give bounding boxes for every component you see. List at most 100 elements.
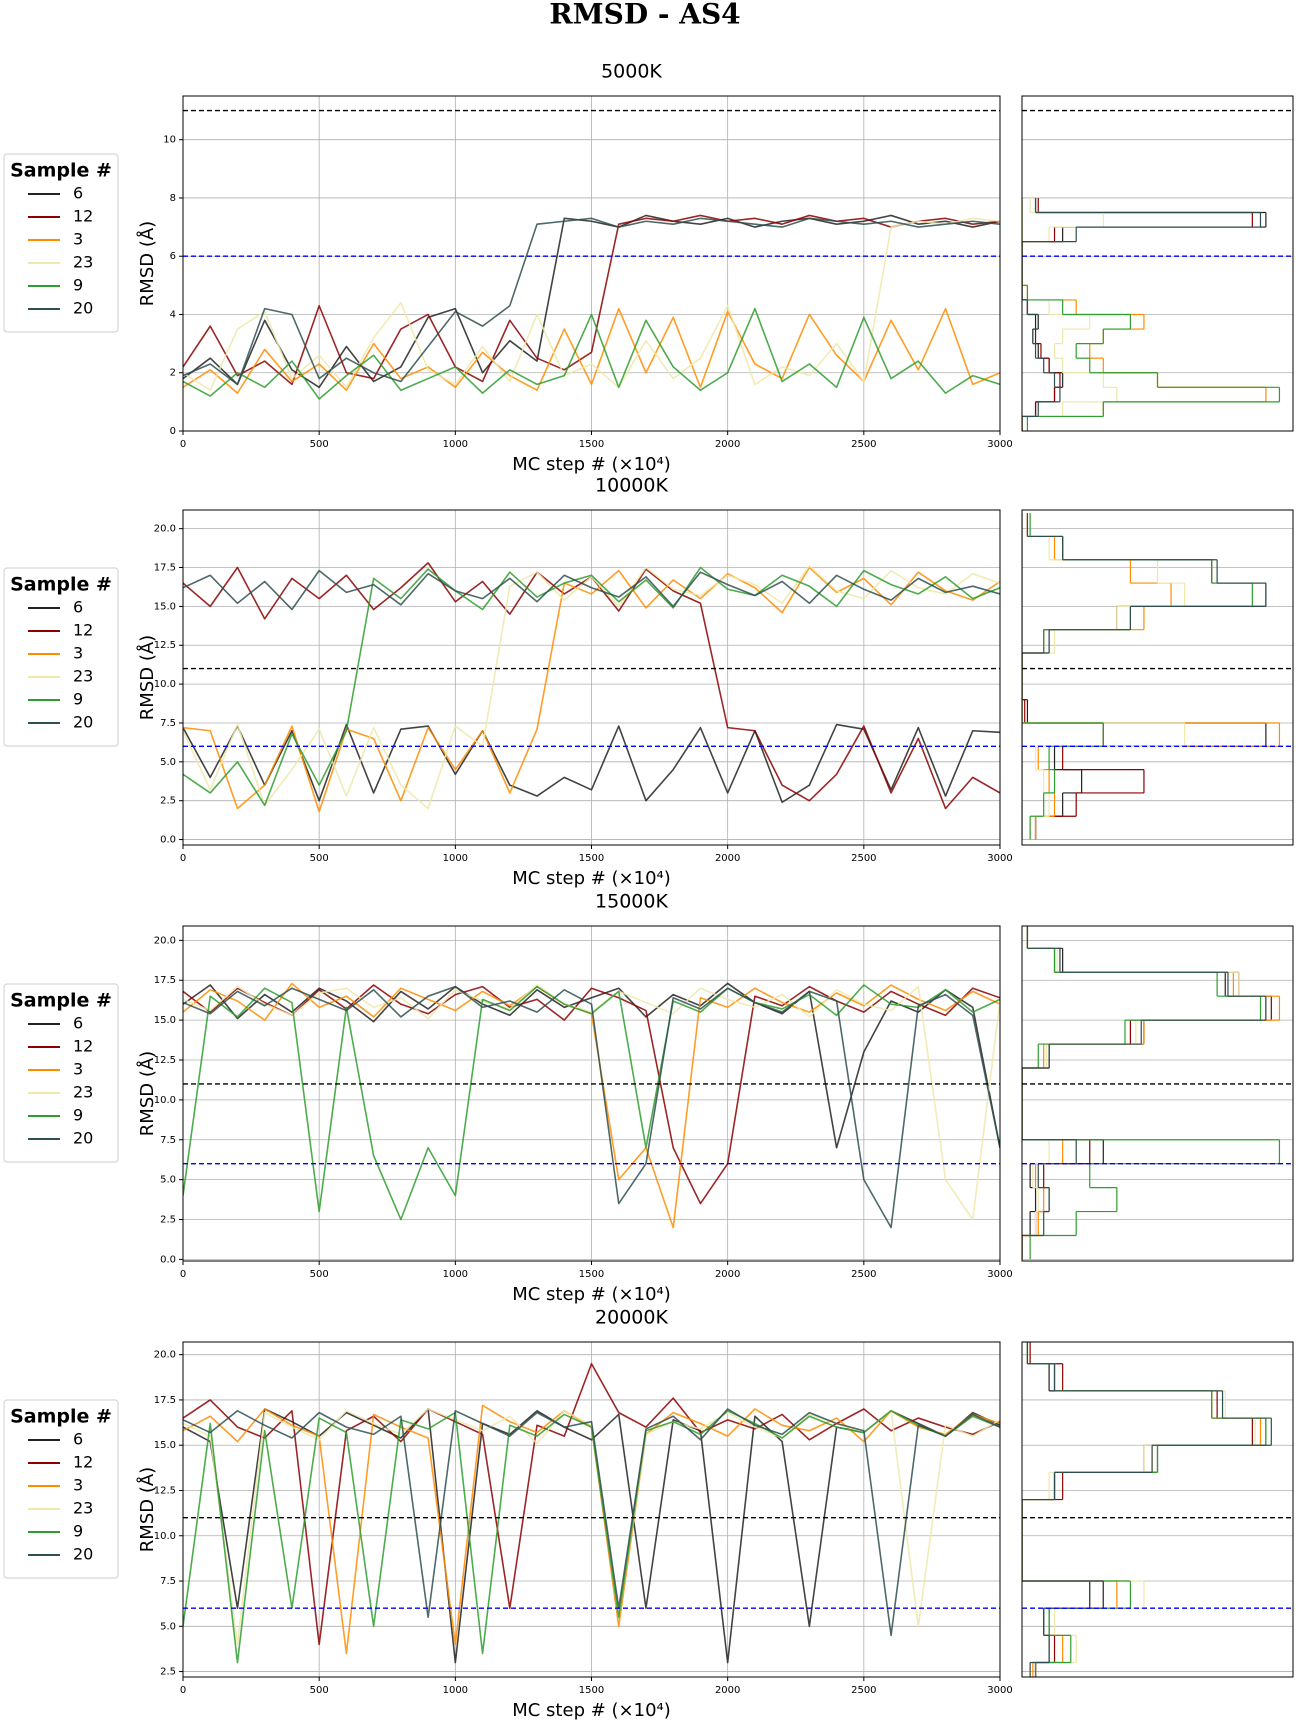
axes-frame — [182, 509, 1001, 846]
series-line — [183, 984, 1000, 1221]
legend-title: Sample # — [10, 574, 112, 596]
legend-label: 9 — [73, 1106, 83, 1125]
series-line — [183, 565, 1000, 810]
x-tick-label: 1500 — [579, 1269, 604, 1280]
y-tick-label: 7.5 — [160, 1576, 176, 1587]
y-axis-label: RMSD (Å) — [136, 221, 158, 306]
y-tick-label: 10.0 — [154, 1531, 176, 1542]
x-tick-label: 0 — [180, 853, 186, 864]
axes-frame — [182, 925, 1001, 1262]
hist-area — [1022, 926, 1293, 1260]
series-line — [183, 566, 1000, 807]
x-tick-label: 3000 — [987, 853, 1012, 864]
y-tick-label: 10.0 — [154, 1095, 176, 1106]
legend-label: 6 — [73, 1014, 83, 1033]
y-axis-label: RMSD (Å) — [136, 1051, 158, 1136]
hist-area — [1022, 1342, 1293, 1677]
hist-frame — [1021, 509, 1294, 846]
panel-title: 10000K — [595, 475, 668, 497]
y-tick-label: 10 — [163, 135, 176, 146]
x-tick-label: 2500 — [851, 439, 876, 450]
x-tick-label: 500 — [310, 853, 329, 864]
x-tick-label: 0 — [180, 439, 186, 450]
legend-label: 20 — [73, 713, 93, 732]
y-tick-label: 6 — [170, 251, 176, 262]
panel-title: 5000K — [601, 61, 662, 83]
y-tick-label: 2 — [170, 368, 176, 379]
panel-title: 15000K — [595, 891, 668, 913]
y-tick-label: 0.0 — [160, 1254, 176, 1265]
legend-label: 12 — [73, 1453, 93, 1472]
legend-label: 3 — [73, 1060, 83, 1079]
x-tick-label: 500 — [310, 1269, 329, 1280]
y-tick-label: 20.0 — [154, 1350, 176, 1361]
y-tick-label: 17.5 — [154, 563, 176, 574]
y-tick-label: 17.5 — [154, 1395, 176, 1406]
legend-label: 6 — [73, 598, 83, 617]
y-tick-label: 5.0 — [160, 1621, 176, 1632]
plot-area — [183, 562, 1000, 813]
x-axis-label: MC step # (×10⁴) — [512, 1284, 671, 1305]
series-line — [183, 984, 1000, 1205]
series-line — [183, 569, 1000, 611]
hist-area — [1022, 513, 1293, 840]
x-tick-label: 1500 — [579, 439, 604, 450]
series-line — [183, 985, 1000, 1229]
plot-area — [183, 109, 1000, 400]
y-tick-label: 7.5 — [160, 1135, 176, 1146]
x-tick-label: 3000 — [987, 1685, 1012, 1696]
y-tick-label: 5.0 — [160, 1175, 176, 1186]
legend-title: Sample # — [10, 160, 112, 182]
x-tick-label: 0 — [180, 1685, 186, 1696]
series-line — [183, 217, 1000, 386]
legend-box — [3, 153, 119, 333]
hist-frame — [1021, 95, 1294, 432]
legend-label: 23 — [73, 1083, 93, 1102]
y-tick-label: 15.0 — [154, 1440, 176, 1451]
legend-title: Sample # — [10, 990, 112, 1012]
hist-frame — [1021, 925, 1294, 1262]
x-tick-label: 2500 — [851, 853, 876, 864]
legend-label: 9 — [73, 1522, 83, 1541]
series-line — [183, 982, 1000, 1149]
legend-label: 12 — [73, 207, 93, 226]
x-tick-label: 2000 — [715, 853, 740, 864]
x-tick-label: 0 — [180, 1269, 186, 1280]
y-tick-label: 2.5 — [160, 1667, 176, 1678]
legend-box — [3, 1399, 119, 1579]
y-tick-label: 12.5 — [154, 640, 176, 651]
x-tick-label: 1000 — [443, 1269, 468, 1280]
axes-frame — [182, 1341, 1001, 1678]
x-tick-label: 2000 — [715, 1269, 740, 1280]
plot-area — [183, 1362, 1000, 1664]
figure-title: RMSD - AS4 — [549, 0, 740, 31]
x-tick-label: 1500 — [579, 1685, 604, 1696]
series-line — [183, 723, 1000, 804]
panel-title: 20000K — [595, 1307, 668, 1329]
legend-label: 6 — [73, 1430, 83, 1449]
y-tick-label: 20.0 — [154, 524, 176, 535]
legend-label: 12 — [73, 1037, 93, 1056]
hist-area — [1022, 109, 1293, 431]
x-tick-label: 2500 — [851, 1269, 876, 1280]
legend-label: 3 — [73, 644, 83, 663]
legend-label: 3 — [73, 1476, 83, 1495]
legend-label: 3 — [73, 230, 83, 249]
legend-label: 9 — [73, 690, 83, 709]
legend-label: 23 — [73, 253, 93, 272]
x-tick-label: 3000 — [987, 439, 1012, 450]
series-line — [183, 217, 1000, 392]
legend-title: Sample # — [10, 1406, 112, 1428]
y-axis-label: RMSD (Å) — [136, 1467, 158, 1552]
y-tick-label: 4 — [170, 309, 176, 320]
y-axis-label: RMSD (Å) — [136, 635, 158, 720]
series-line — [183, 307, 1000, 400]
x-tick-label: 2500 — [851, 1685, 876, 1696]
y-tick-label: 12.5 — [154, 1055, 176, 1066]
y-tick-label: 8 — [170, 193, 176, 204]
legend-label: 9 — [73, 276, 83, 295]
x-tick-label: 1000 — [443, 439, 468, 450]
axes-frame — [182, 95, 1001, 432]
y-tick-label: 0.0 — [160, 835, 176, 846]
